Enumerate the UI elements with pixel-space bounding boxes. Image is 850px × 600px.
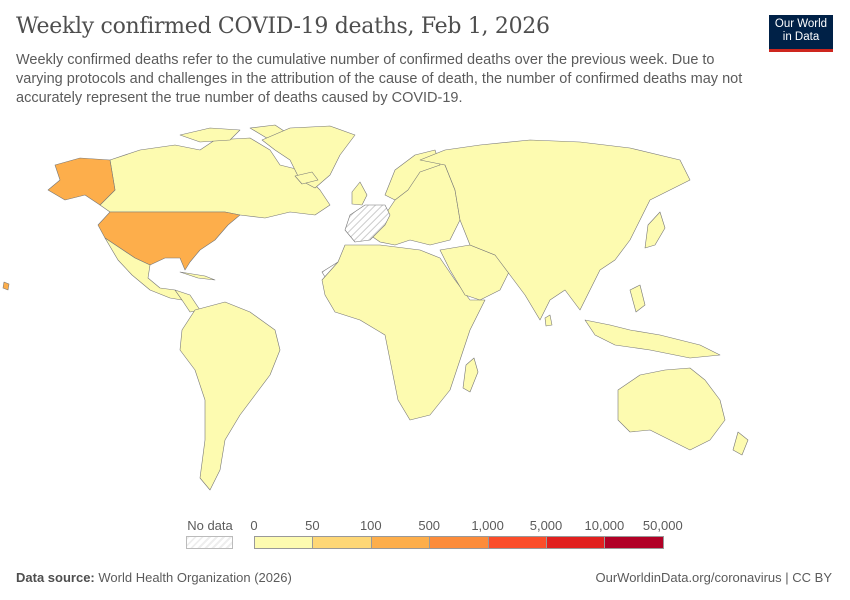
owid-logo[interactable]: Our World in Data [769, 15, 833, 52]
legend-bin[interactable] [604, 536, 664, 549]
legend-tick-label: 100 [359, 518, 382, 533]
region-madagascar[interactable] [462, 357, 479, 393]
region-south-america[interactable] [179, 301, 281, 491]
region-hawaii[interactable] [2, 281, 10, 291]
region-southeast-asia-islands[interactable] [584, 319, 721, 359]
region-iceland[interactable] [294, 171, 319, 185]
legend-tick-label: 5,000 [529, 518, 563, 533]
legend-bin[interactable] [429, 536, 489, 549]
region-sri-lanka[interactable] [544, 314, 553, 327]
world-map [2, 124, 749, 491]
legend-tick-label: 50 [305, 518, 320, 533]
chart-subtitle: Weekly confirmed deaths refer to the cum… [16, 52, 743, 106]
legend-bin[interactable] [487, 536, 547, 549]
legend-bin[interactable] [254, 536, 314, 549]
chart-title: Weekly confirmed COVID-19 deaths, Feb 1,… [16, 14, 550, 39]
legend-tick-label: 50,000 [642, 518, 683, 533]
region-iberia-france[interactable] [344, 204, 391, 243]
legend-no-data-swatch[interactable] [186, 536, 233, 549]
region-japan[interactable] [644, 211, 666, 249]
region-africa[interactable] [321, 244, 486, 421]
legend-no-data-label: No data [187, 518, 233, 533]
region-australia[interactable] [617, 367, 726, 451]
region-scandinavia[interactable] [384, 149, 441, 201]
legend: No data 0 50 100 500 1,000 5,000 10,000 50,000 [0, 512, 850, 552]
legend-bin[interactable] [370, 536, 431, 549]
region-alaska[interactable] [47, 157, 116, 206]
region-uk[interactable] [351, 181, 368, 206]
legend-tick-label: 500 [418, 518, 441, 533]
region-philippines[interactable] [629, 284, 646, 313]
legend-tick-label: 0 [250, 518, 258, 533]
data-source: Data source: World Health Organization (… [16, 570, 292, 585]
source-link[interactable]: OurWorldinData.org/coronavirus | CC BY [595, 570, 832, 585]
legend-bin[interactable] [312, 536, 372, 549]
legend-bin[interactable] [546, 536, 606, 549]
region-new-zealand[interactable] [732, 431, 749, 456]
region-asia[interactable] [419, 139, 691, 321]
data-source-value: World Health Organization (2026) [98, 570, 292, 585]
data-source-label: Data source: [16, 570, 95, 585]
logo-line-2: in Data [782, 31, 820, 43]
region-greenland[interactable] [261, 125, 356, 189]
logo-line-1: Our World [774, 18, 828, 30]
legend-tick-label: 10,000 [584, 518, 625, 533]
legend-tick-label: 1,000 [471, 518, 504, 533]
